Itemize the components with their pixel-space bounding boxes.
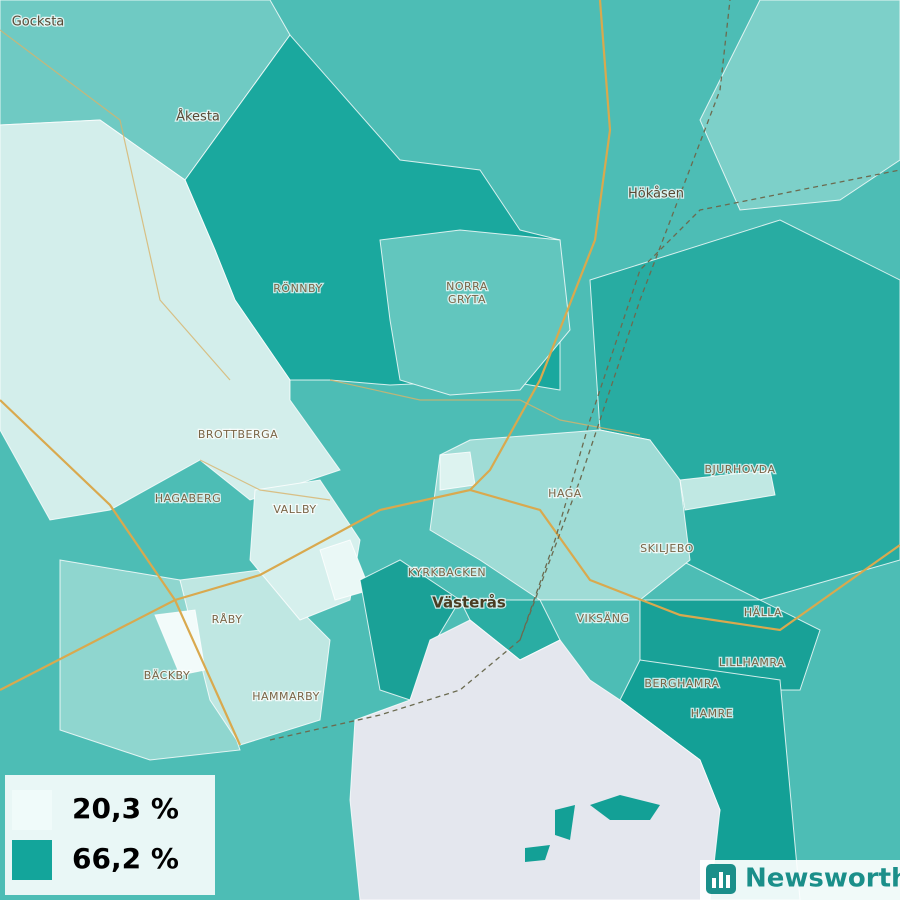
place-label: HAGABERG <box>155 492 221 505</box>
logo-icon-bar <box>712 878 716 888</box>
road <box>0 399 242 746</box>
legend-label: 20,3 % <box>72 792 179 825</box>
place-label: BERGHAMRA <box>644 677 719 690</box>
legend-swatch <box>12 790 52 830</box>
railway <box>519 0 731 641</box>
place-label: VALLBY <box>273 503 316 516</box>
brand-name: Newsworthy <box>745 864 900 894</box>
legend-label: 66,2 % <box>72 842 179 875</box>
road <box>469 0 612 491</box>
logo-icon-bar <box>726 875 730 888</box>
place-label: Gocksta <box>12 15 65 30</box>
road <box>329 379 641 436</box>
logo-icon-bar <box>719 872 723 888</box>
road <box>0 29 231 381</box>
place-label: Västerås <box>432 594 506 612</box>
legend: 20,3 % 66,2 % <box>5 775 215 895</box>
legend-swatch <box>12 840 52 880</box>
road <box>199 459 331 501</box>
place-label: RÅBY <box>212 613 243 626</box>
region <box>429 429 691 601</box>
place-label: NORRA <box>446 280 488 293</box>
island <box>525 845 550 862</box>
place-label: BJURHOVDA <box>704 463 775 476</box>
place-label: KYRKBACKEN <box>408 566 486 579</box>
water <box>349 619 721 900</box>
place-label: GRYTA <box>448 293 486 306</box>
region <box>0 119 341 521</box>
road <box>0 488 900 691</box>
region <box>679 469 776 511</box>
place-label: Hökåsen <box>628 187 684 202</box>
roads <box>0 0 900 746</box>
region <box>154 609 206 676</box>
island <box>555 805 575 840</box>
place-label: HAGA <box>548 487 582 500</box>
place-label: HAMMARBY <box>252 690 320 703</box>
place-label: HÄLLA <box>744 606 782 619</box>
place-label: BÄCKBY <box>144 669 190 682</box>
place-label: BROTTBERGA <box>198 428 278 441</box>
place-label: VIKSÄNG <box>577 612 630 625</box>
region <box>699 0 900 211</box>
island <box>590 795 660 820</box>
railway <box>269 169 900 741</box>
place-label: HAMRE <box>691 707 733 720</box>
place-label: LILLHAMRA <box>719 656 785 669</box>
region <box>379 229 571 396</box>
place-label: Åkesta <box>176 109 220 125</box>
place-label: RÖNNBY <box>273 282 322 295</box>
brand-logo: Newsworthy <box>700 860 900 900</box>
region <box>439 451 476 491</box>
place-label: SKILJEBO <box>640 542 694 555</box>
